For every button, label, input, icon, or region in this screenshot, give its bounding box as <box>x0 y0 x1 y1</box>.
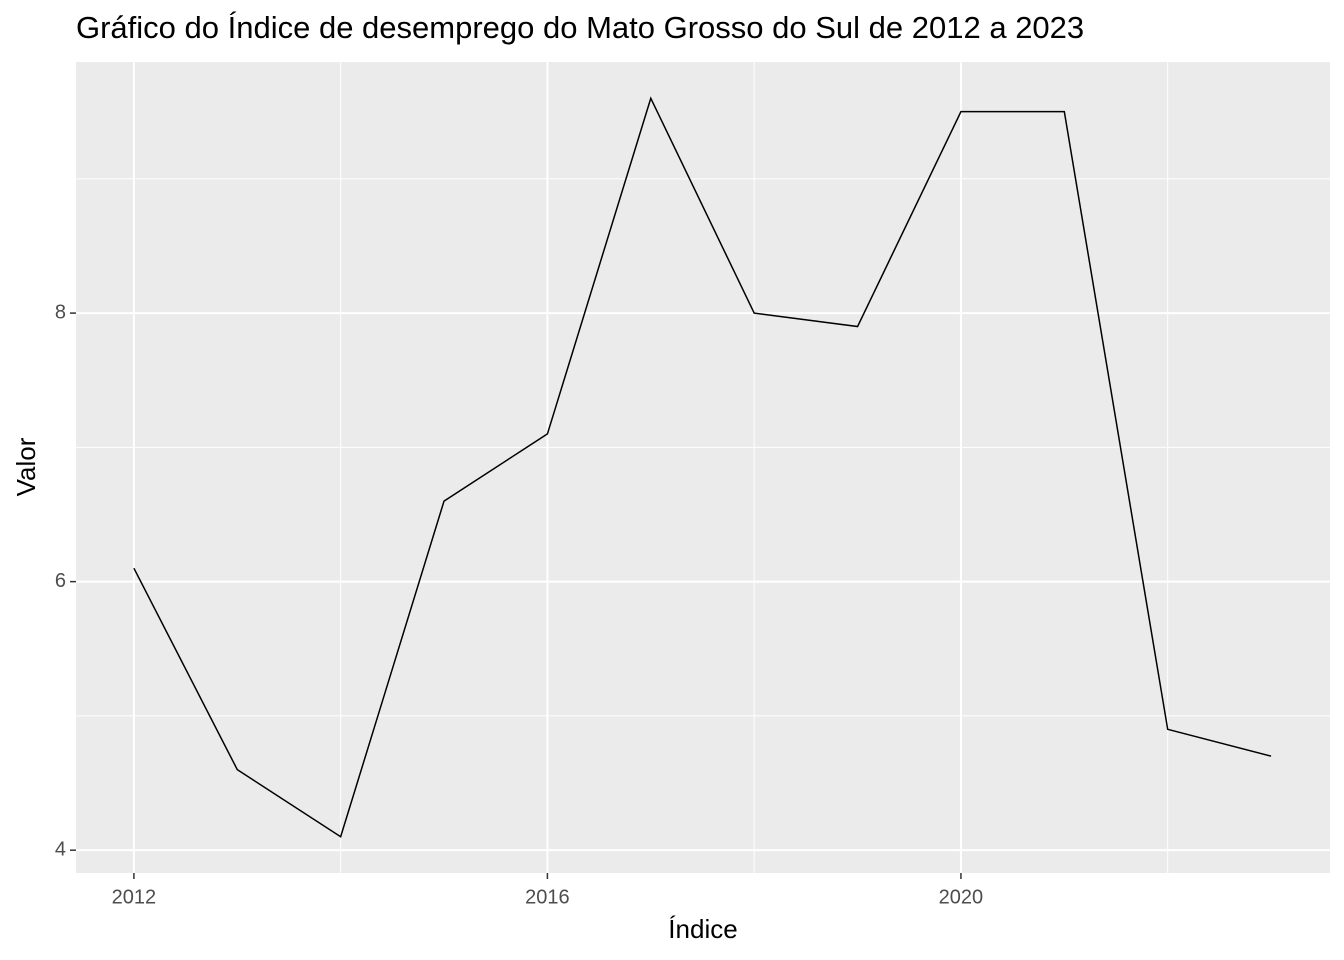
y-axis-title: Valor <box>11 437 41 496</box>
x-tick-label: 2020 <box>939 886 984 908</box>
y-tick-label: 4 <box>55 838 66 860</box>
panel <box>76 62 1330 873</box>
x-axis-title: Índice <box>668 914 737 944</box>
chart-title: Gráfico do Índice de desemprego do Mato … <box>76 10 1084 45</box>
data-line <box>133 96 1272 838</box>
y-tick-label: 8 <box>55 301 66 323</box>
x-tick-label: 2012 <box>112 886 157 908</box>
y-tick-label: 6 <box>55 570 66 592</box>
x-tick-label: 2016 <box>525 886 570 908</box>
